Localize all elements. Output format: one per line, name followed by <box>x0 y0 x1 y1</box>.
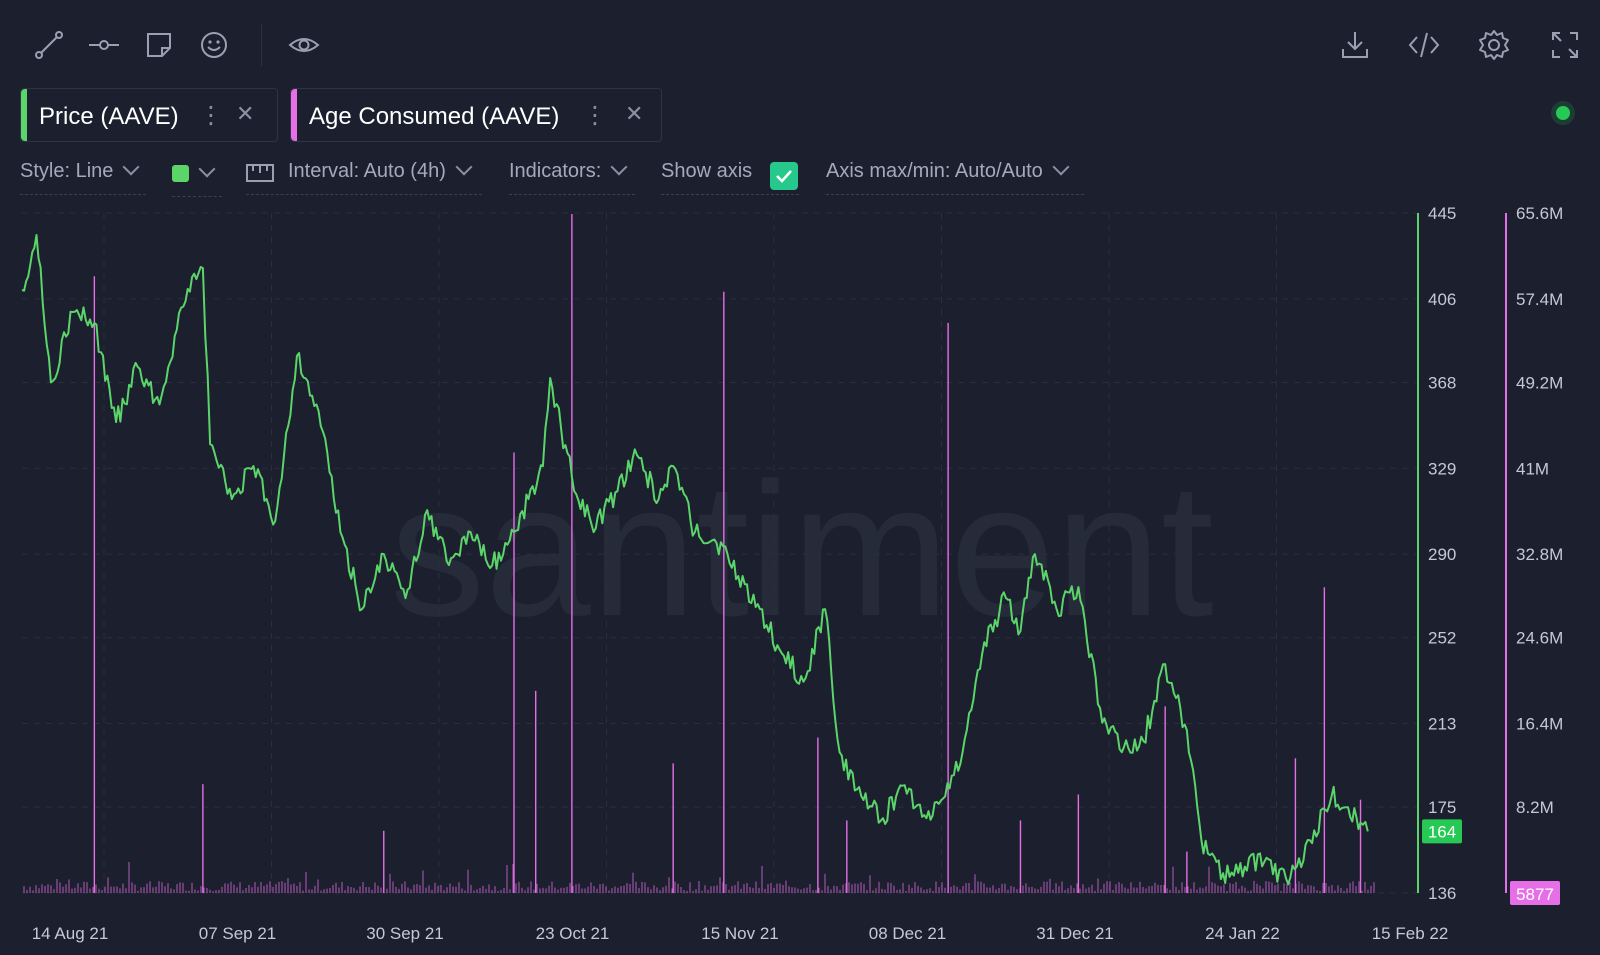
close-icon[interactable]: ✕ <box>236 101 255 126</box>
tab-label: Price (AAVE) <box>39 103 179 130</box>
price-axis-tick-label: 368 <box>1428 373 1456 392</box>
date-axis-tick-label: 23 Oct 21 <box>536 924 610 943</box>
age-consumed-axis-tick-label: 8.2M <box>1516 798 1554 817</box>
live-status-indicator <box>1556 106 1570 120</box>
price-axis-tick-label: 252 <box>1428 629 1456 648</box>
date-axis-tick-label: 07 Sep 21 <box>199 924 277 943</box>
horizontal-line-icon[interactable] <box>87 28 121 62</box>
chart-watermark: santiment <box>390 444 1214 656</box>
date-axis-tick-label: 31 Dec 21 <box>1036 924 1114 943</box>
color-swatch <box>172 165 189 183</box>
tab-price-aave[interactable]: Price (AAVE) ⋮ ✕ <box>20 88 278 142</box>
age-consumed-axis-tick-label: 24.6M <box>1516 629 1563 648</box>
chevron-down-icon <box>1052 158 1070 176</box>
date-axis-tick-label: 08 Dec 21 <box>869 924 947 943</box>
tab-label: Age Consumed (AAVE) <box>309 103 560 130</box>
emoji-icon[interactable] <box>197 28 231 62</box>
price-line <box>21 234 1369 886</box>
tab-age-consumed-aave[interactable]: Age Consumed (AAVE) ⋮ ✕ <box>290 88 662 142</box>
tab-color-bar <box>291 89 297 141</box>
price-axis-tick-label: 136 <box>1428 884 1456 903</box>
age-consumed-axis-tick-label: 65.6M <box>1516 205 1563 223</box>
fullscreen-icon[interactable] <box>1548 28 1582 62</box>
chevron-down-icon <box>122 158 140 176</box>
age-consumed-axis-tick-label: 49.2M <box>1516 373 1563 392</box>
age-consumed-axis-tick-label: 16.4M <box>1516 715 1563 734</box>
price-axis-tick-label: 213 <box>1428 715 1456 734</box>
date-axis-tick-label: 24 Jan 22 <box>1205 924 1280 943</box>
color-picker-dropdown[interactable] <box>172 160 222 197</box>
price-axis-tick-label: 329 <box>1428 459 1456 478</box>
embed-code-icon[interactable] <box>1407 28 1441 62</box>
interval-label: Interval: Auto (4h) <box>288 160 446 182</box>
chevron-down-icon <box>455 158 473 176</box>
show-axis-label: Show axis <box>661 160 753 182</box>
age-consumed-axis-tick-label: 32.8M <box>1516 545 1563 564</box>
date-axis-ticks: 14 Aug 21 07 Sep 21 30 Sep 21 23 Oct 21 15 N… <box>32 924 1449 943</box>
style-dropdown[interactable]: Style: Line <box>20 158 146 195</box>
date-axis-tick-label: 30 Sep 21 <box>366 924 444 943</box>
close-icon[interactable]: ✕ <box>625 101 644 126</box>
svg-text:5877: 5877 <box>1516 885 1554 904</box>
price-age-chart[interactable]: santiment 445 406 368 329 290 252 213 175 136 65… <box>0 205 1600 955</box>
age-consumed-axis-tick-label: 41M <box>1516 459 1549 478</box>
date-axis-tick-label: 14 Aug 21 <box>32 924 109 943</box>
age-consumed-last-value-badge: 5877 <box>1510 881 1560 905</box>
age-consumed-axis-tick-label: 57.4M <box>1516 290 1563 309</box>
eye-icon[interactable] <box>287 28 321 62</box>
age-consumed-bars <box>23 214 1375 893</box>
chart-toolbar <box>0 0 1600 90</box>
age-consumed-axis-ticks: 65.6M 57.4M 49.2M 41M 32.8M 24.6M 16.4M 8.2M <box>1516 205 1563 817</box>
price-axis-ticks: 445 406 368 329 290 252 213 175 136 <box>1428 205 1456 903</box>
price-last-value-badge: 164 <box>1422 819 1462 844</box>
toolbar-divider <box>261 24 262 66</box>
price-axis-tick-label: 406 <box>1428 290 1456 309</box>
more-options-icon[interactable]: ⋮ <box>583 102 607 129</box>
date-axis-tick-label: 15 Feb 22 <box>1372 924 1449 943</box>
settings-gear-icon[interactable] <box>1477 28 1511 62</box>
line-draw-icon[interactable] <box>32 28 66 62</box>
more-options-icon[interactable]: ⋮ <box>199 102 223 129</box>
svg-text:164: 164 <box>1428 822 1456 841</box>
note-icon[interactable] <box>142 28 176 62</box>
show-axis-checkbox[interactable] <box>770 162 798 190</box>
chevron-down-icon <box>610 158 628 176</box>
chart-grid <box>22 212 1418 894</box>
style-label: Style: Line <box>20 160 114 182</box>
chevron-down-icon <box>198 160 216 178</box>
indicators-dropdown[interactable]: Indicators: <box>509 158 635 195</box>
date-axis-tick-label: 15 Nov 21 <box>701 924 779 943</box>
price-axis-tick-label: 445 <box>1428 205 1456 223</box>
price-axis-tick-label: 290 <box>1428 545 1456 564</box>
tab-color-bar <box>21 89 27 141</box>
show-axis-option[interactable]: Show axis <box>661 160 799 195</box>
price-axis-tick-label: 175 <box>1428 798 1456 817</box>
axis-maxmin-dropdown[interactable]: Axis max/min: Auto/Auto <box>826 158 1084 195</box>
calendar-ruler-icon <box>246 163 274 182</box>
checkmark-icon <box>776 170 792 183</box>
interval-dropdown[interactable]: Interval: Auto (4h) <box>246 158 482 195</box>
indicators-label: Indicators: <box>509 160 602 182</box>
download-icon[interactable] <box>1338 28 1372 62</box>
axis-maxmin-label: Axis max/min: Auto/Auto <box>826 160 1043 182</box>
